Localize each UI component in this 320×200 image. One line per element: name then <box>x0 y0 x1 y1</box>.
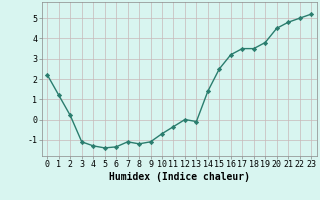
X-axis label: Humidex (Indice chaleur): Humidex (Indice chaleur) <box>109 172 250 182</box>
